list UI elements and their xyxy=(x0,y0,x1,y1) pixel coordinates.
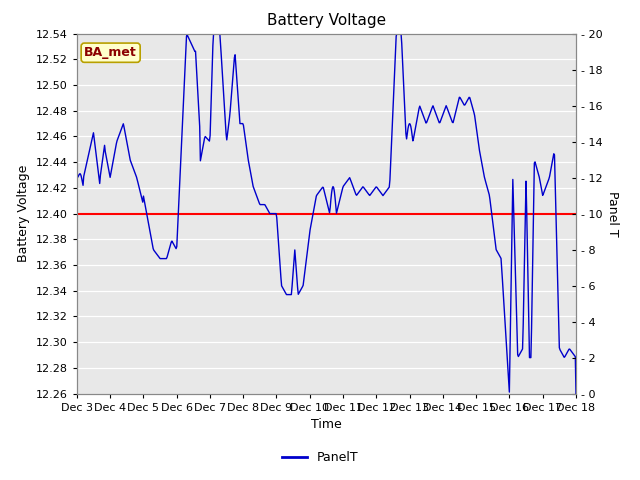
Text: BA_met: BA_met xyxy=(84,46,137,59)
Y-axis label: Panel T: Panel T xyxy=(606,191,619,237)
Legend: PanelT: PanelT xyxy=(276,446,364,469)
Y-axis label: Battery Voltage: Battery Voltage xyxy=(17,165,30,262)
Title: Battery Voltage: Battery Voltage xyxy=(267,13,386,28)
X-axis label: Time: Time xyxy=(311,418,342,431)
